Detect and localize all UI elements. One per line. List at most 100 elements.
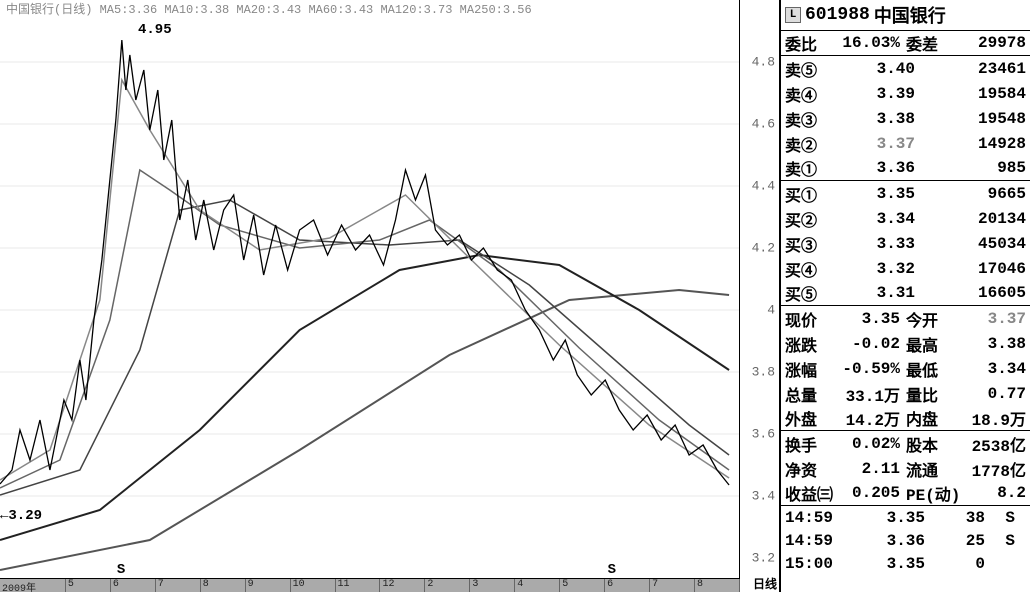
stat-label: 收益㈢: [785, 481, 835, 505]
bid-row: 买②3.3420134: [781, 206, 1030, 231]
stat-label: 最低: [900, 357, 950, 381]
stat-label: 内盘: [900, 406, 950, 430]
ask-price: 3.36: [845, 159, 915, 177]
x-axis-label: 9: [246, 579, 291, 592]
tick-dir: S: [985, 532, 1015, 550]
weicha-value: 29978: [950, 34, 1026, 52]
tick-row: 15:003.350: [781, 552, 1030, 575]
y-axis: 4.8 4.6 4.4 4.2 4 3.8 3.6 3.4 3.2: [739, 0, 779, 578]
stat-label: 最高: [900, 332, 950, 356]
stat-value: 2.11: [835, 460, 900, 478]
bid-row: 买⑤3.3116605: [781, 281, 1030, 306]
stat-label: 现价: [785, 307, 835, 331]
stat-label: 今开: [900, 307, 950, 331]
stock-code: 601988: [805, 5, 870, 25]
tick-row: 14:593.3538S: [781, 506, 1030, 529]
x-axis-label: 2: [425, 579, 470, 592]
bid-label: 买①: [785, 182, 845, 206]
l-icon: L: [785, 7, 801, 23]
x-axis-label: 7: [156, 579, 201, 592]
stat-label: 涨幅: [785, 357, 835, 381]
stat-value: 0.02%: [835, 435, 900, 453]
tick-price: 3.36: [845, 532, 925, 550]
x-axis-label: 8: [201, 579, 246, 592]
price-line: [0, 40, 729, 485]
ma20-line: [0, 200, 729, 495]
ask-row: 卖③3.3819548: [781, 106, 1030, 131]
bid-price: 3.34: [845, 210, 915, 228]
stat-label: 流通: [900, 457, 950, 481]
tick-price: 3.35: [845, 555, 925, 573]
stat-label: 换手: [785, 432, 835, 456]
stat-row: 收益㈢0.205PE(动)8.2: [781, 481, 1030, 506]
x-marker-s: S: [117, 562, 125, 578]
stat-label: 股本: [900, 432, 950, 456]
stat-value: 2538亿: [950, 432, 1026, 456]
bid-label: 买③: [785, 232, 845, 256]
weibi-row: 委比 16.03% 委差 29978: [781, 31, 1030, 56]
tick-row: 14:593.3625S: [781, 529, 1030, 552]
bid-price: 3.33: [845, 235, 915, 253]
x-axis-bar: 2009年567891011122345678: [0, 578, 740, 592]
ask-row: 卖②3.3714928: [781, 131, 1030, 156]
bid-label: 买④: [785, 257, 845, 281]
stat-value: 14.2万: [835, 406, 900, 430]
bid-vol: 9665: [915, 185, 1026, 203]
x-axis-label: 4: [515, 579, 560, 592]
stat-label: 量比: [900, 382, 950, 406]
x-axis-label: 7: [650, 579, 695, 592]
ma5-line: [0, 80, 729, 480]
tick-time: 14:59: [785, 509, 845, 527]
stat-row: 外盘14.2万内盘18.9万: [781, 406, 1030, 431]
stat-value: 0.205: [835, 484, 900, 502]
ask-label: 卖③: [785, 107, 845, 131]
bid-row: 买④3.3217046: [781, 256, 1030, 281]
weibi-value: 16.03%: [835, 34, 900, 52]
x-axis-label: 10: [291, 579, 336, 592]
stat-value: 1778亿: [950, 457, 1026, 481]
stat-value: 0.77: [950, 385, 1026, 403]
ask-row: 卖①3.36985: [781, 156, 1030, 181]
stat-row: 净资2.11流通1778亿: [781, 456, 1030, 481]
bid-label: 买⑤: [785, 281, 845, 305]
x-axis-label: 11: [336, 579, 381, 592]
y-tick: 4.6: [752, 117, 775, 132]
stat-label: 净资: [785, 457, 835, 481]
grid: [0, 62, 739, 496]
y-tick: 4.8: [752, 55, 775, 70]
ask-vol: 19548: [915, 110, 1026, 128]
stat-value: -0.02: [835, 335, 900, 353]
y-tick: 4: [767, 303, 775, 318]
quote-panel: L 601988 中国银行 委比 16.03% 委差 29978 卖⑤3.40 2…: [780, 0, 1030, 592]
tick-price: 3.35: [845, 509, 925, 527]
ask-row: 卖④3.3919584: [781, 81, 1030, 106]
x-axis-label: 2009年: [0, 579, 66, 592]
tick-vol: 38: [925, 509, 985, 527]
ma60-line: [0, 255, 729, 540]
period-label: 日线: [753, 575, 777, 592]
ask-vol: 19584: [915, 85, 1026, 103]
ask-price: 3.40: [845, 60, 915, 78]
bid-row: 买③3.3345034: [781, 231, 1030, 256]
stat-value: 18.9万: [950, 406, 1026, 430]
bid-vol: 17046: [915, 260, 1026, 278]
ask-price: 3.38: [845, 110, 915, 128]
stat-label: PE(动): [900, 481, 950, 505]
bid-price: 3.31: [845, 284, 915, 302]
stock-name: 中国银行: [874, 2, 946, 28]
stat-value: 3.35: [835, 310, 900, 328]
price-chart-area: 中国银行(日线) MA5:3.36 MA10:3.38 MA20:3.43 MA…: [0, 0, 780, 592]
y-tick: 4.2: [752, 241, 775, 256]
ma120-line: [0, 290, 729, 570]
stock-title: L 601988 中国银行: [781, 0, 1030, 31]
bid-price: 3.35: [845, 185, 915, 203]
ask-price: 3.39: [845, 85, 915, 103]
y-tick: 3.8: [752, 365, 775, 380]
bid-vol: 45034: [915, 235, 1026, 253]
ask-label: 卖①: [785, 156, 845, 180]
chart-svg: [0, 0, 779, 592]
ask-label: 卖⑤: [785, 57, 845, 81]
tick-vol: 0: [925, 555, 985, 573]
y-tick: 3.4: [752, 489, 775, 504]
x-axis-label: 5: [66, 579, 111, 592]
